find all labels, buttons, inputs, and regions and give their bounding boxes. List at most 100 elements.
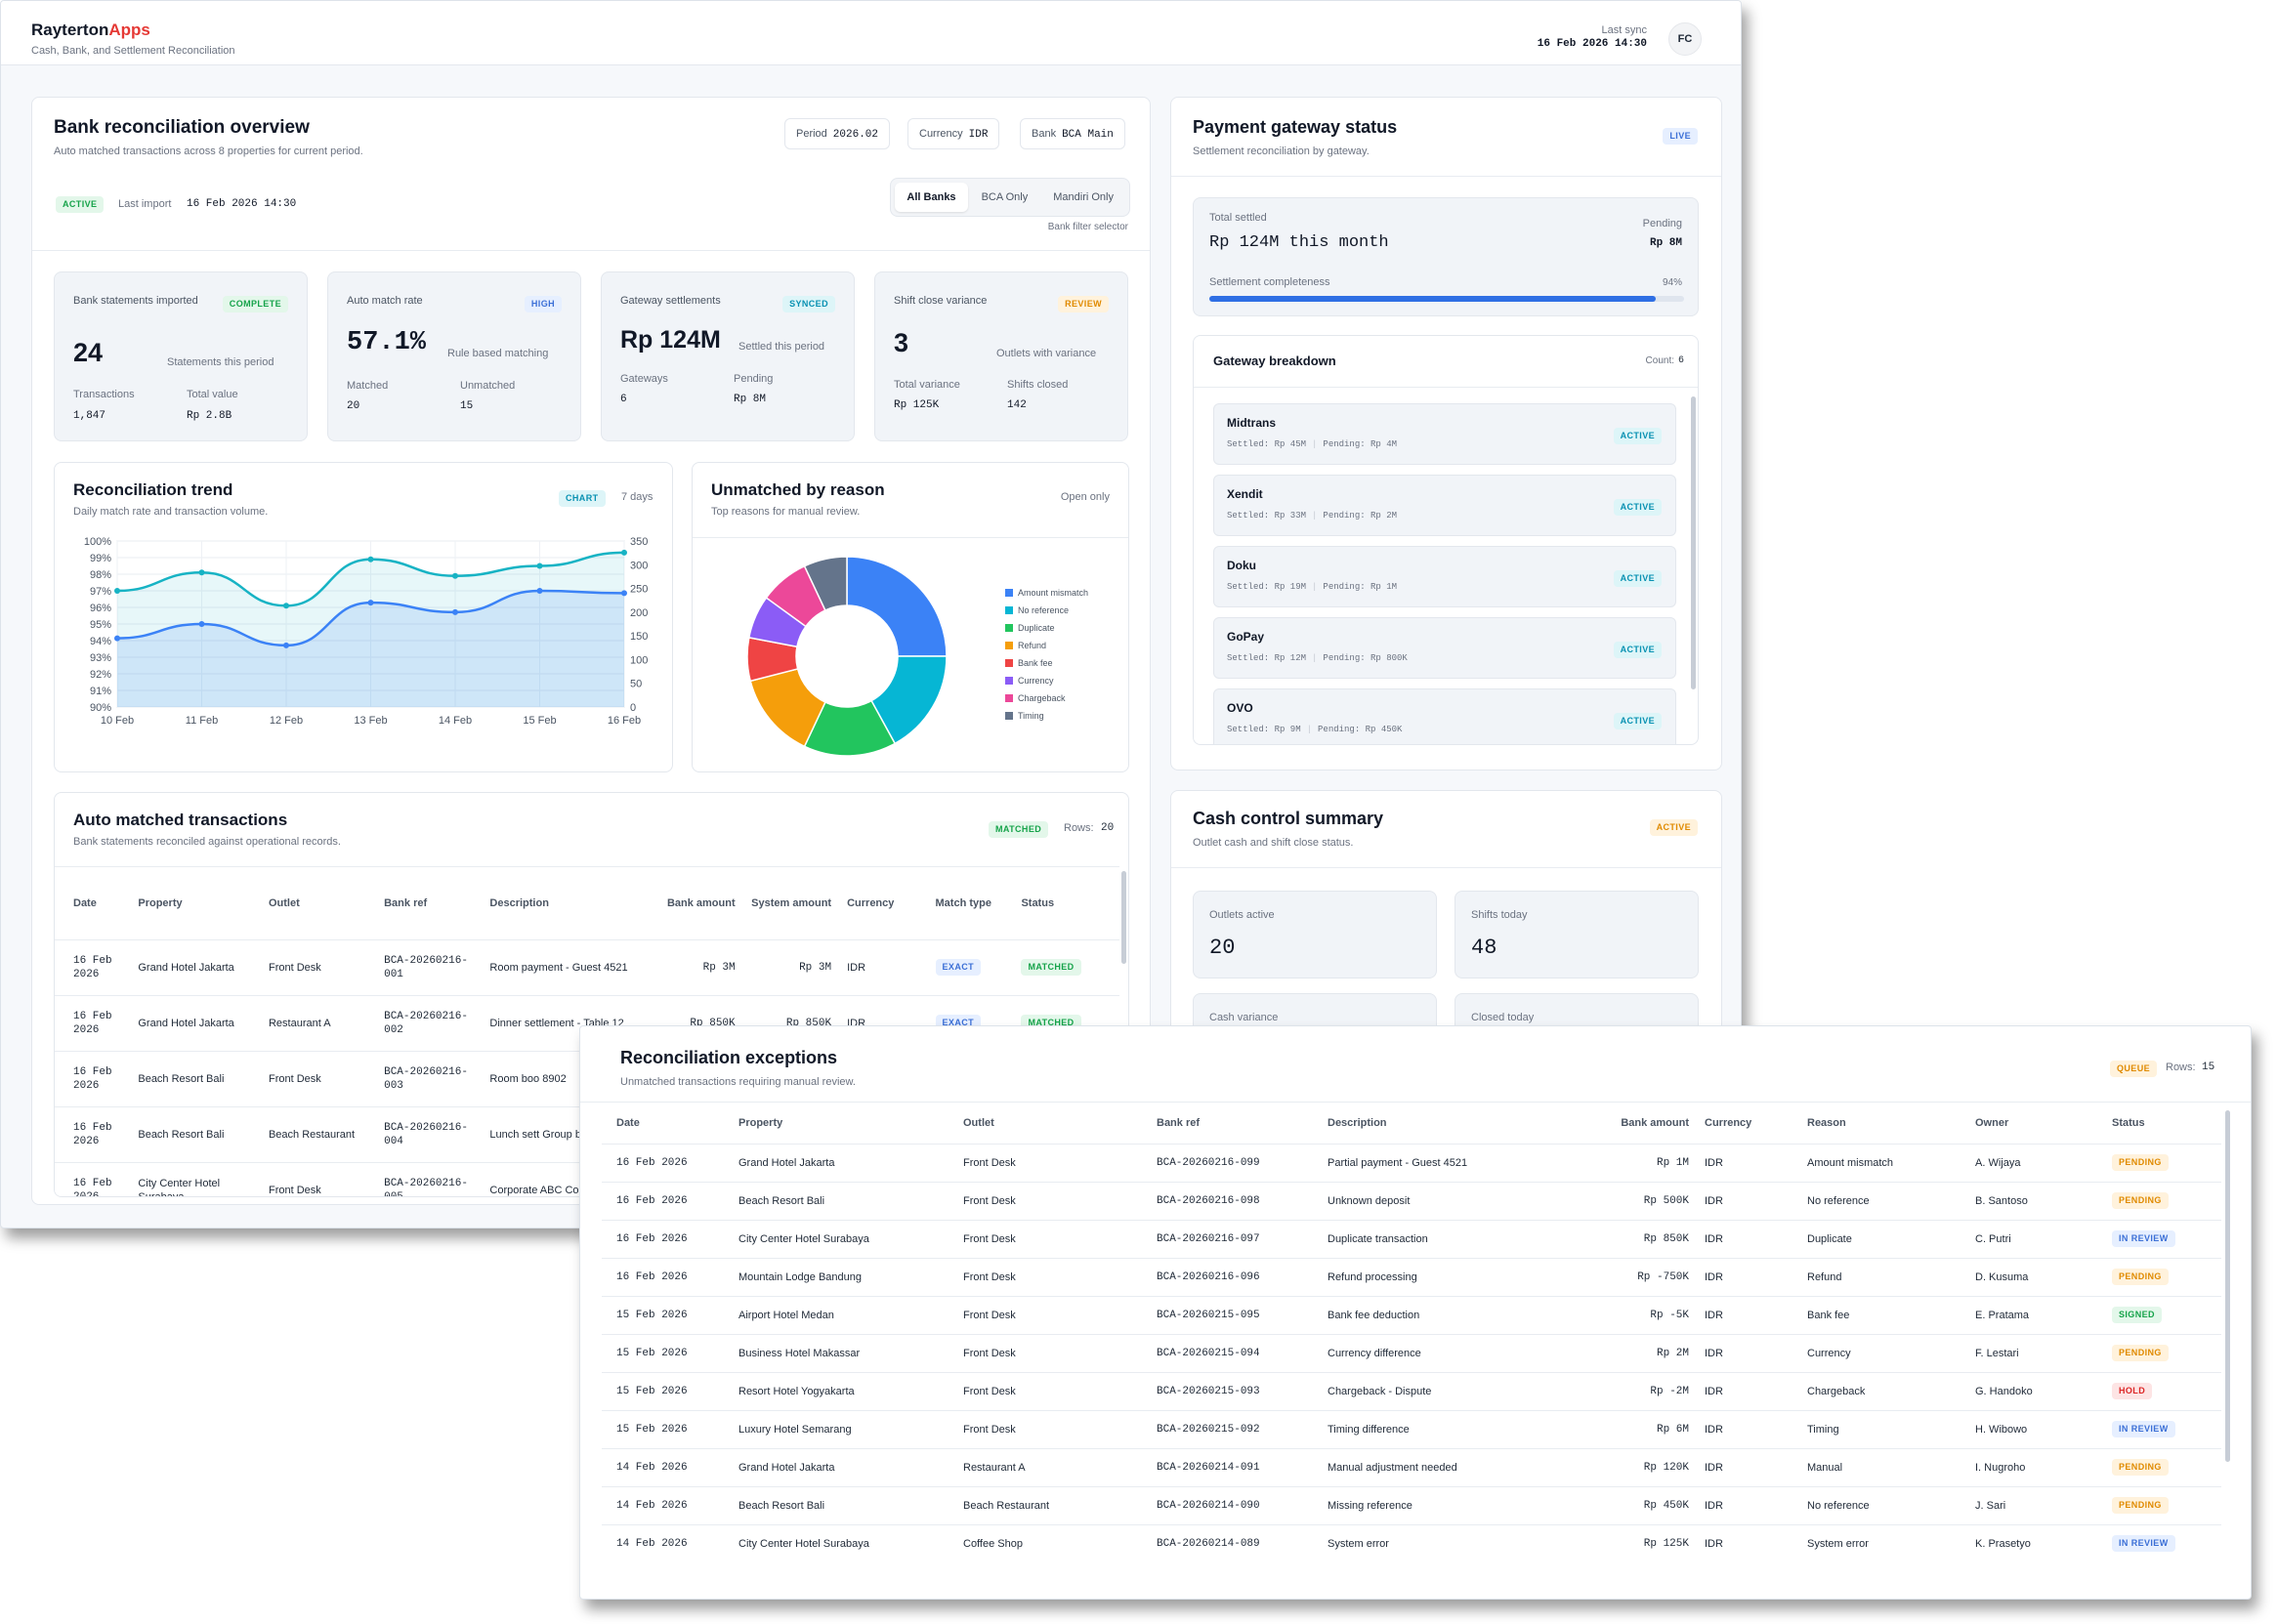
legend-label: Chargeback <box>1018 693 1066 703</box>
legend-label: Duplicate <box>1018 623 1055 633</box>
period-selector[interactable]: Period 2026.02 <box>784 118 891 149</box>
table-cell: Rp 120K <box>1589 1447 1697 1486</box>
column-header[interactable]: Date <box>616 1116 640 1129</box>
legend-item[interactable]: Amount mismatch <box>1005 588 1088 598</box>
table-cell: Currency difference <box>1320 1333 1589 1372</box>
table-header-row: Date Property Outlet Bank ref Description Ban… <box>602 1103 2221 1144</box>
table-row[interactable]: 15 Feb 2026 Luxury Hotel Semarang Front De… <box>602 1409 2221 1448</box>
gateway-item[interactable]: Doku Settled: Rp 19M | Pending: Rp 1M ACTI… <box>1213 546 1676 607</box>
unmatched-filter[interactable]: Open only <box>1060 491 1110 503</box>
kpi-bank-statements[interactable]: Bank statements imported COMPLETE 24 Sta… <box>54 271 308 441</box>
gateway-pending: Pending: Rp 450K <box>1318 725 1403 734</box>
exceptions-rows-label: Rows: <box>2166 1062 2196 1073</box>
table-row[interactable]: 15 Feb 2026 Airport Hotel Medan Front Desk… <box>602 1295 2221 1334</box>
table-row[interactable]: 16 Feb 2026 Grand Hotel Jakarta Front Desk… <box>602 1143 2221 1182</box>
legend-item[interactable]: Chargeback <box>1005 693 1066 703</box>
legend-item[interactable]: Currency <box>1005 676 1054 686</box>
table-row[interactable]: 15 Feb 2026 Resort Hotel Yogyakarta Front … <box>602 1371 2221 1410</box>
table-row[interactable]: 16 Feb 2026 City Center Hotel Surabaya Fro… <box>602 1219 2221 1258</box>
table-row[interactable]: 16 Feb 2026 Beach Resort Bali Front Desk BC… <box>602 1181 2221 1220</box>
kpi-label: Auto match rate <box>347 295 423 307</box>
table-row[interactable]: 16 Feb 2026 Grand Hotel Jakarta Front Desk… <box>55 938 1119 995</box>
data-point[interactable] <box>621 549 627 556</box>
donut-slice[interactable] <box>803 556 848 611</box>
column-header[interactable]: Bank ref <box>384 896 428 909</box>
brand-logo[interactable]: RaytertonApps <box>31 21 150 40</box>
data-point[interactable] <box>621 590 627 597</box>
trend-range[interactable]: 7 days <box>621 491 654 503</box>
legend-item[interactable]: Duplicate <box>1005 623 1055 633</box>
exceptions-window: Reconciliation exceptions Unmatched tran… <box>579 1025 2252 1600</box>
data-point[interactable] <box>536 562 543 569</box>
bank-selector[interactable]: Bank BCA Main <box>1020 118 1125 149</box>
data-point[interactable] <box>283 603 289 609</box>
kpi-auto-match-rate[interactable]: Auto match rate HIGH 57.1% Rule based ma… <box>327 271 581 441</box>
column-header[interactable]: Property <box>138 896 183 909</box>
data-point[interactable] <box>283 642 289 648</box>
table-row[interactable]: 15 Feb 2026 Business Hotel Makassar Front … <box>602 1333 2221 1372</box>
column-header[interactable]: Status <box>2112 1116 2145 1129</box>
column-header[interactable]: Bank amount <box>1621 1116 1689 1129</box>
segment-mandiri-only[interactable]: Mandiri Only <box>1053 191 1114 203</box>
column-header[interactable]: Bank ref <box>1157 1116 1201 1129</box>
segment-bca-only[interactable]: BCA Only <box>981 191 1029 203</box>
data-point[interactable] <box>114 635 120 642</box>
table-cell: PENDING <box>2104 1181 2221 1220</box>
table-row[interactable]: 14 Feb 2026 City Center Hotel Surabaya Cof… <box>602 1523 2221 1562</box>
table-cell: BCA-20260215-093 <box>1149 1371 1320 1410</box>
legend-item[interactable]: Timing <box>1005 711 1044 721</box>
table-row[interactable]: 14 Feb 2026 Grand Hotel Jakarta Restaurant… <box>602 1447 2221 1486</box>
data-point[interactable] <box>198 569 205 576</box>
legend-item[interactable]: Bank fee <box>1005 658 1053 668</box>
column-header[interactable]: System amount <box>751 896 832 909</box>
column-header[interactable]: Property <box>738 1116 783 1129</box>
kpi-shift-close-variance[interactable]: Shift close variance REVIEW 3 Outlets wi… <box>874 271 1128 441</box>
exceptions-badge: QUEUE <box>2110 1061 2158 1077</box>
column-header[interactable]: Currency <box>1705 1116 1752 1129</box>
legend-item[interactable]: Refund <box>1005 641 1046 650</box>
table-cell: PENDING <box>2104 1447 2221 1486</box>
currency-selector[interactable]: Currency IDR <box>907 118 1000 149</box>
data-point[interactable] <box>198 621 205 627</box>
data-point[interactable] <box>367 600 374 606</box>
column-header[interactable]: Outlet <box>963 1116 994 1129</box>
column-header[interactable]: Status <box>1021 896 1055 909</box>
column-header[interactable]: Owner <box>1975 1116 2009 1129</box>
data-point[interactable] <box>114 588 120 594</box>
exceptions-rows-count: 15 <box>2202 1062 2215 1073</box>
y-left-tick-label: 90% <box>90 702 111 714</box>
column-header[interactable]: Currency <box>847 896 895 909</box>
gateway-live-badge: LIVE <box>1663 128 1698 145</box>
gateway-item[interactable]: Xendit Settled: Rp 33M | Pending: Rp 2M AC… <box>1213 475 1676 536</box>
data-point[interactable] <box>367 556 374 562</box>
column-header[interactable]: Match type <box>935 896 991 909</box>
data-point[interactable] <box>452 608 458 615</box>
donut-slice[interactable] <box>846 556 948 657</box>
gateway-scrollbar[interactable] <box>1691 396 1696 689</box>
column-header[interactable]: Reason <box>1807 1116 1846 1129</box>
column-header[interactable]: Outlet <box>268 896 300 909</box>
column-header[interactable]: Description <box>489 896 549 909</box>
y-left-tick-label: 91% <box>90 686 111 697</box>
gateway-item[interactable]: OVO Settled: Rp 9M | Pending: Rp 450K ACTI… <box>1213 688 1676 744</box>
column-header[interactable]: Description <box>1328 1116 1387 1129</box>
status-badge: IN REVIEW <box>2112 1535 2175 1553</box>
kpi-gateway-settlements[interactable]: Gateway settlements SYNCED Rp 124M Settl… <box>601 271 855 441</box>
gateway-item[interactable]: Midtrans Settled: Rp 45M | Pending: Rp 4M … <box>1213 403 1676 465</box>
y-right-tick-label: 150 <box>630 631 648 643</box>
data-point[interactable] <box>452 572 458 579</box>
column-header[interactable]: Bank amount <box>666 896 736 909</box>
legend-item[interactable]: No reference <box>1005 605 1069 615</box>
gateway-item[interactable]: GoPay Settled: Rp 12M | Pending: Rp 800K A… <box>1213 617 1676 679</box>
table-scrollbar[interactable] <box>1121 871 1126 964</box>
column-header[interactable]: Date <box>73 896 97 909</box>
currency-value: IDR <box>968 129 989 141</box>
table-row[interactable]: 16 Feb 2026 Mountain Lodge Bandung Front D… <box>602 1257 2221 1296</box>
table-cell: IDR <box>1697 1485 1799 1524</box>
segment-all-banks[interactable]: All Banks <box>895 183 968 212</box>
exceptions-scrollbar[interactable] <box>2225 1110 2230 1462</box>
user-avatar[interactable]: FC <box>1668 22 1702 56</box>
data-point[interactable] <box>536 588 543 594</box>
gateway-detail: Settled: Rp 9M | Pending: Rp 450K <box>1227 725 1402 734</box>
table-row[interactable]: 14 Feb 2026 Beach Resort Bali Beach Restau… <box>602 1485 2221 1524</box>
